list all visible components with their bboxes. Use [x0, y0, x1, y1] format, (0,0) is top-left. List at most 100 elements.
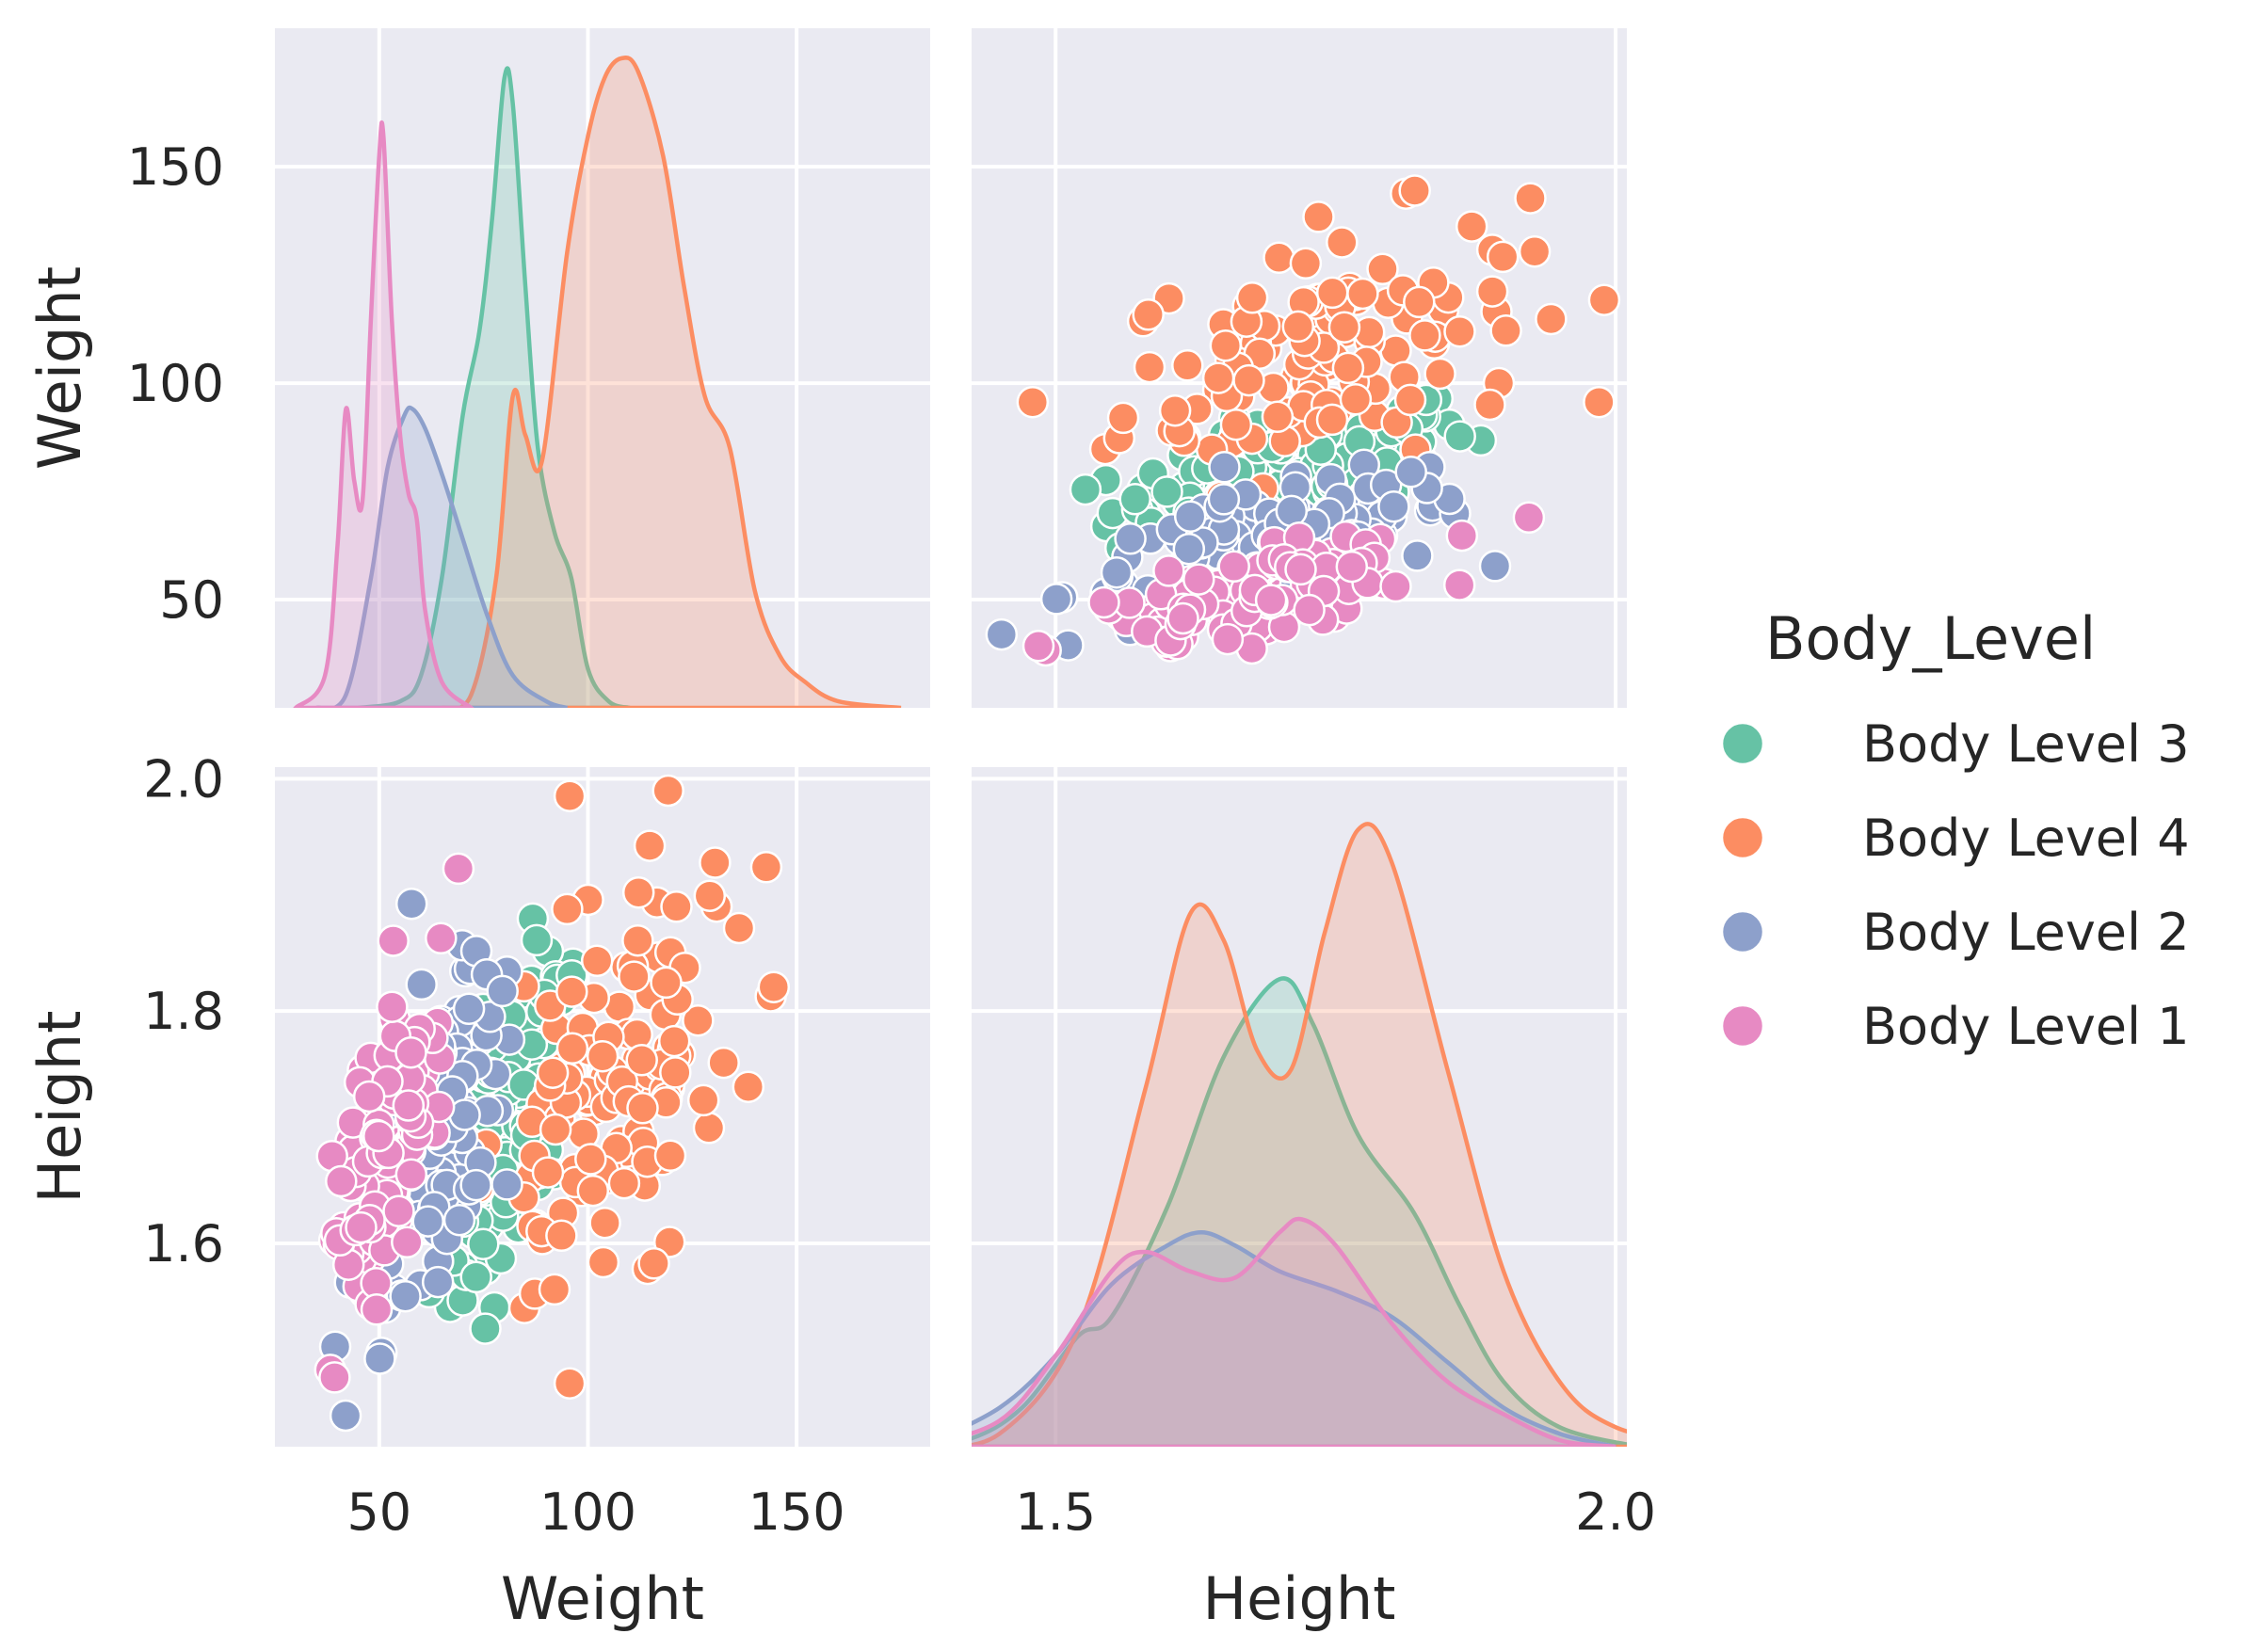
point-body-level-4: [1158, 393, 1192, 427]
point-body-level-4: [1302, 200, 1335, 233]
point-body-level-4: [1133, 350, 1166, 384]
point-body-level-1: [1152, 554, 1185, 587]
legend-label-body-level-1: Body Level 1: [1862, 997, 2190, 1056]
x-tick-label-weight: 100: [539, 1482, 636, 1542]
point-body-level-4: [749, 851, 783, 884]
point-body-level-4: [574, 1143, 607, 1176]
point-body-level-2: [1401, 539, 1434, 572]
point-body-level-4: [576, 1174, 610, 1208]
point-body-level-4: [757, 970, 791, 1003]
panel-weight-vs-height: [275, 767, 930, 1447]
point-body-level-4: [660, 890, 693, 923]
point-body-level-1: [360, 1293, 394, 1326]
point-body-level-4: [621, 875, 655, 909]
point-body-level-4: [536, 1056, 570, 1089]
point-body-level-2: [1100, 555, 1134, 589]
point-body-level-2: [452, 992, 486, 1026]
point-body-level-4: [1106, 401, 1140, 435]
point-body-level-2: [1172, 532, 1206, 566]
point-body-level-1: [1021, 630, 1055, 663]
point-body-level-4: [1398, 174, 1431, 207]
point-body-level-1: [442, 852, 475, 886]
point-body-level-3: [1443, 420, 1476, 453]
x-tick-label-height: 1.5: [1015, 1482, 1096, 1542]
point-body-level-2: [442, 1203, 476, 1237]
point-body-level-1: [392, 1089, 426, 1122]
legend-marker-body-level-3: [1720, 721, 1765, 766]
point-body-level-4: [621, 923, 654, 957]
point-body-level-4: [1263, 241, 1295, 275]
point-body-level-4: [588, 1206, 621, 1240]
point-body-level-4: [1455, 210, 1488, 243]
point-body-level-2: [1377, 489, 1410, 523]
point-body-level-2: [363, 1342, 396, 1375]
point-body-level-4: [1315, 403, 1349, 437]
y-tick-label-height: 2.0: [143, 749, 224, 809]
point-body-level-4: [1209, 328, 1243, 362]
panel-weight-kde: [275, 28, 930, 708]
point-body-level-2: [459, 1168, 492, 1202]
point-body-level-1: [394, 1158, 428, 1192]
point-body-level-4: [553, 1367, 587, 1400]
point-body-level-1: [345, 1210, 378, 1244]
point-body-level-3: [459, 1260, 492, 1294]
point-body-level-4: [1219, 408, 1253, 441]
point-body-level-4: [1366, 252, 1399, 286]
point-body-level-2: [486, 974, 519, 1008]
point-body-level-4: [618, 960, 651, 993]
kde-height-body-level-1: [972, 1216, 1617, 1447]
legend-label-body-level-2: Body Level 2: [1862, 903, 2190, 962]
kde-weight-body-level-3: [358, 66, 631, 708]
y-tick-label-height: 1.8: [143, 982, 224, 1041]
point-body-level-4: [722, 911, 756, 945]
point-body-level-4: [1016, 385, 1050, 419]
point-body-level-4: [1473, 388, 1506, 422]
panel-height-kde: [972, 767, 1627, 1447]
point-body-level-2: [405, 968, 438, 1001]
point-body-level-1: [377, 924, 410, 957]
point-body-level-1: [352, 1080, 386, 1113]
point-body-level-3: [469, 1312, 502, 1345]
point-body-level-4: [1408, 319, 1441, 352]
point-body-level-2: [491, 1168, 523, 1201]
point-body-level-4: [1346, 277, 1379, 311]
x-axis-label-weight: Weight: [501, 1564, 704, 1633]
legend-marker-body-level-1: [1720, 1003, 1765, 1049]
point-body-level-2: [329, 1399, 362, 1433]
point-body-level-1: [1293, 593, 1326, 627]
kde-weight-body-level-2: [315, 405, 568, 708]
point-body-level-2: [1173, 500, 1207, 533]
point-body-level-4: [653, 1139, 687, 1173]
point-body-level-4: [539, 1113, 572, 1146]
point-body-level-4: [650, 966, 683, 1000]
point-body-level-4: [555, 1032, 589, 1065]
point-body-level-4: [1489, 314, 1522, 347]
point-body-level-4: [1235, 281, 1269, 314]
point-body-level-4: [693, 879, 727, 912]
point-body-level-4: [586, 1039, 619, 1073]
point-body-level-2: [1114, 522, 1147, 555]
point-body-level-4: [707, 1046, 740, 1080]
y-tick-label-height: 1.6: [143, 1214, 224, 1274]
point-body-level-1: [382, 1194, 415, 1227]
point-body-level-1: [1211, 622, 1245, 656]
x-tick-label-weight: 50: [346, 1482, 411, 1542]
point-body-level-4: [1326, 226, 1359, 259]
point-body-level-1: [318, 1361, 351, 1394]
point-body-level-4: [531, 1156, 565, 1189]
y-axis-label-height: Height: [25, 1011, 94, 1204]
point-body-level-1: [1217, 550, 1250, 584]
point-body-level-4: [1232, 363, 1265, 397]
point-body-level-3: [1150, 475, 1183, 508]
point-body-level-4: [1132, 298, 1165, 331]
point-body-level-1: [425, 921, 458, 955]
x-tick-label-weight: 150: [748, 1482, 845, 1542]
point-body-level-1: [1087, 585, 1120, 619]
legend-marker-body-level-4: [1720, 815, 1765, 860]
point-body-level-4: [580, 944, 614, 978]
x-tick-label-height: 2.0: [1575, 1482, 1656, 1542]
kde-height-body-level-4: [972, 822, 1627, 1447]
point-body-level-1: [1166, 601, 1199, 635]
point-body-level-3: [520, 923, 554, 957]
